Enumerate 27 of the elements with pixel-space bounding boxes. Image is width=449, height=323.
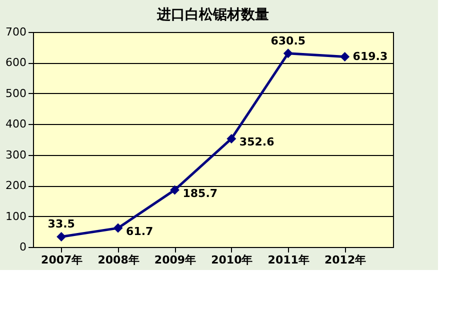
data-label: 352.6 — [239, 136, 275, 149]
data-label: 61.7 — [126, 225, 154, 238]
x-tick-label: 2009年 — [154, 254, 196, 266]
point — [113, 223, 123, 233]
point — [283, 48, 293, 58]
x-tick-label: 2007年 — [41, 254, 83, 266]
y-tick-label: 700 — [6, 26, 26, 38]
data-label: 33.5 — [48, 218, 75, 231]
y-tick-label: 500 — [6, 86, 26, 100]
y-tick-label: 600 — [6, 56, 26, 70]
data-label: 630.5 — [270, 34, 306, 48]
y-tick-label: 0 — [20, 240, 26, 254]
point — [170, 185, 180, 195]
y-tick-label: 400 — [6, 118, 26, 131]
x-tick-label: 2012年 — [324, 254, 366, 266]
x-tick-label: 2010年 — [211, 254, 253, 266]
point — [56, 232, 66, 242]
x-tick-label: 2011年 — [268, 254, 310, 266]
x-tick-label: 2008年 — [98, 254, 140, 266]
chart-title: 进口白松锯材数量 — [156, 7, 269, 23]
data-label: 619.3 — [352, 50, 388, 63]
y-tick-label: 300 — [6, 148, 26, 162]
point — [340, 52, 350, 62]
y-tick-label: 200 — [6, 179, 26, 192]
point — [226, 134, 236, 144]
data-label: 185.7 — [182, 186, 218, 200]
y-tick-label: 100 — [6, 210, 26, 223]
